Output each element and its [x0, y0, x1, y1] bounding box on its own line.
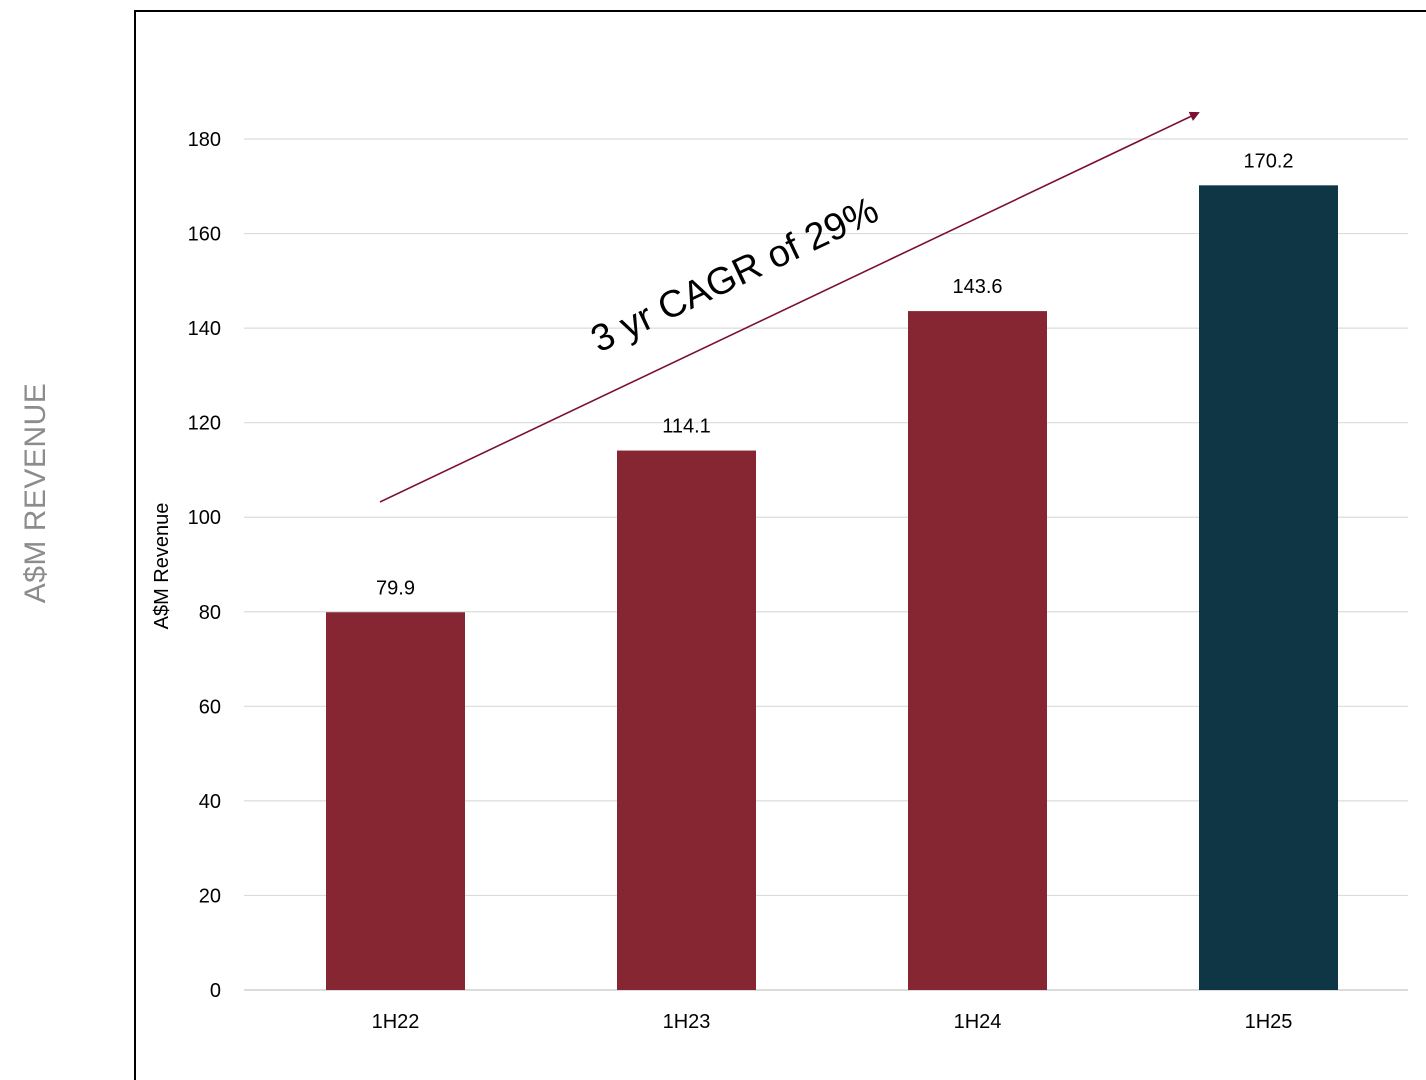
y-tick-label: 20	[199, 885, 221, 907]
bar-1H22	[326, 612, 465, 990]
x-tick-label-1H22: 1H22	[372, 1011, 420, 1033]
y-tick-label: 40	[199, 791, 221, 813]
x-tick-label-1H23: 1H23	[663, 1011, 711, 1033]
y-tick-label: 120	[188, 413, 221, 435]
y-axis-label: A$M Revenue	[151, 503, 173, 630]
bars	[326, 185, 1338, 991]
bar-1H23	[617, 450, 756, 990]
bar-1H25	[1199, 185, 1338, 991]
bar-1H24	[908, 311, 1047, 990]
y-tick-label: 60	[199, 696, 221, 718]
cagr-arrow	[379, 111, 1200, 503]
y-tick-label: 0	[210, 980, 221, 1002]
data-label-1H24: 143.6	[952, 276, 1002, 298]
y-tick-label: 100	[188, 507, 221, 529]
x-tick-labels: 1H22 1H23 1H24 1H25	[372, 1011, 1293, 1033]
data-label-1H23: 114.1	[662, 416, 711, 438]
x-tick-label-1H25: 1H25	[1245, 1011, 1293, 1033]
y-tick-labels: 0 20 40 60 80 100 120 140 160 180	[188, 129, 221, 1002]
y-tick-label: 160	[188, 224, 221, 246]
x-tick-label-1H24: 1H24	[954, 1011, 1002, 1033]
y-tick-label: 180	[188, 129, 221, 151]
cagr-annotation: 3 yr CAGR of 29%	[585, 189, 885, 361]
data-labels: 79.9 114.1 143.6 170.2	[376, 150, 1294, 599]
y-tick-label: 80	[199, 602, 221, 624]
data-label-1H22: 79.9	[376, 577, 415, 599]
data-label-1H25: 170.2	[1243, 150, 1293, 172]
chart-frame	[134, 10, 1426, 1080]
y-tick-label: 140	[188, 318, 221, 340]
